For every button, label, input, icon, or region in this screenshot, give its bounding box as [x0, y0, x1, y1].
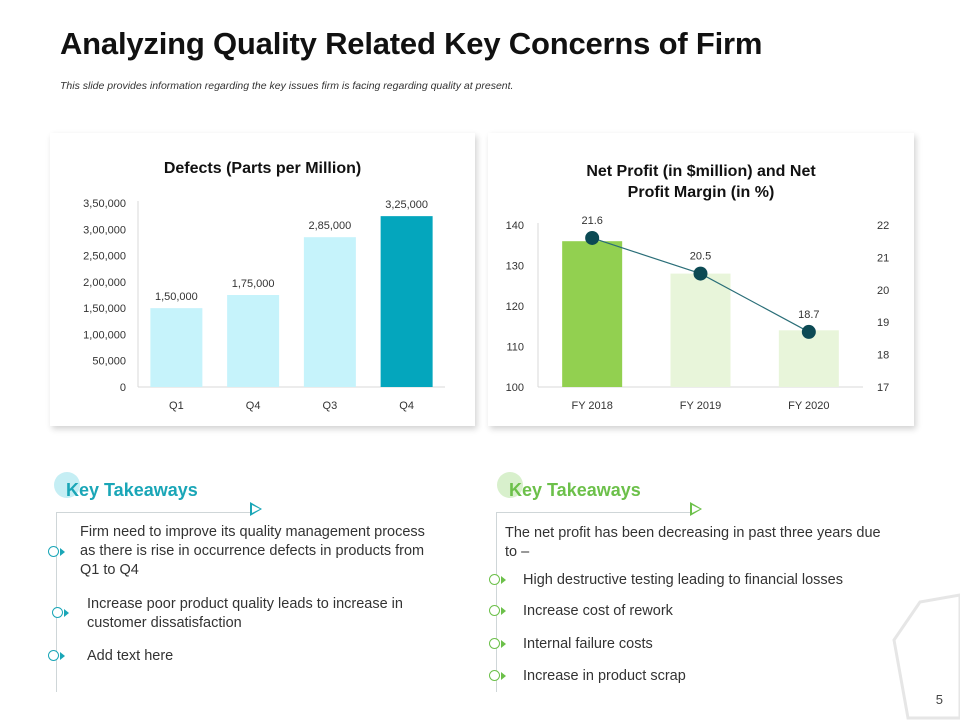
x-tick-label: FY 2020 — [788, 400, 829, 412]
takeaway-right-item: High destructive testing leading to fina… — [523, 572, 843, 588]
takeaway-left-item: Firm need to improve its quality managem… — [80, 524, 425, 578]
y-tick-label: 2,50,000 — [83, 251, 126, 263]
bullet-icon — [489, 638, 506, 649]
page-subtitle: This slide provides information regardin… — [60, 80, 514, 92]
page-number: 5 — [935, 692, 943, 707]
bar — [303, 237, 356, 387]
takeaways-left-rule — [56, 512, 252, 513]
y-tick-label: 3,00,000 — [83, 224, 126, 236]
y-right-tick-label: 20 — [877, 285, 889, 297]
takeaways-left-rail — [56, 512, 57, 692]
bar — [150, 308, 203, 387]
y-left-tick-label: 100 — [506, 382, 524, 394]
y-tick-label: 1,00,000 — [83, 329, 126, 341]
bullet-icon — [48, 650, 65, 661]
y-tick-label: 1,50,000 — [83, 303, 126, 315]
bar-value-label: 2,85,000 — [308, 220, 351, 232]
net-profit-chart-title: Net Profit (in $million) and Net Profit … — [488, 161, 914, 203]
defects-chart-title: Defects (Parts per Million) — [163, 160, 362, 177]
y-left-tick-label: 140 — [506, 220, 524, 232]
y-tick-label: 50,000 — [92, 356, 126, 368]
takeaways-right-rail — [496, 512, 497, 692]
x-tick-label: FY 2019 — [680, 400, 721, 412]
y-right-tick-label: 21 — [877, 252, 889, 264]
defects-chart: 0 50,000 1,00,000 1,50,000 2,00,000 2,50,000 3… — [83, 198, 445, 412]
margin-point — [693, 266, 708, 281]
y-right-tick-label: 22 — [877, 220, 889, 232]
x-tick-label: Q4 — [246, 400, 261, 412]
takeaway-left-item: Add text here — [87, 648, 174, 664]
y-left-tick-label: 120 — [506, 301, 524, 313]
y-right-tick-label: 17 — [877, 382, 889, 394]
bar — [670, 273, 731, 387]
takeaways-left-arrow-inner — [252, 505, 260, 513]
y-tick-label: 0 — [120, 382, 126, 394]
margin-point — [585, 230, 600, 245]
margin-value-label: 20.5 — [690, 251, 711, 263]
takeaways-right-rule — [496, 512, 692, 513]
takeaway-right-item: Increase in product scrap — [523, 668, 686, 684]
bullet-icon — [52, 607, 69, 618]
x-tick-label: Q3 — [323, 400, 338, 412]
y-right-tick-label: 19 — [877, 317, 889, 329]
bar — [227, 295, 280, 387]
net-profit-title-line1: Net Profit (in $million) and Net — [586, 163, 816, 180]
x-tick-label: Q1 — [169, 400, 184, 412]
bar — [380, 216, 433, 387]
y-tick-label: 2,00,000 — [83, 277, 126, 289]
y-left-tick-label: 110 — [506, 342, 524, 354]
takeaways-right-arrow-inner — [692, 505, 700, 513]
net-profit-chart-card: Net Profit (in $million) and Net Profit … — [488, 133, 914, 426]
bar-value-label: 1,75,000 — [232, 278, 275, 290]
y-right-tick-label: 18 — [877, 350, 889, 362]
takeaway-left-dot — [54, 472, 80, 498]
bar-value-label: 1,50,000 — [155, 291, 198, 303]
margin-value-label: 21.6 — [581, 215, 602, 227]
bullet-icon — [48, 546, 65, 557]
net-profit-chart: 100 110 120 130 140 17 18 19 20 21 22 FY 2018 FY 201… — [506, 215, 890, 412]
margin-value-label: 18.7 — [798, 309, 819, 321]
defects-chart-card: Defects (Parts per Million) 0 50,000 1,00,… — [50, 133, 475, 426]
bar — [562, 241, 623, 387]
x-tick-label: Q4 — [399, 400, 414, 412]
bullet-icon — [489, 605, 506, 616]
page-title: Analyzing Quality Related Key Concerns o… — [60, 26, 763, 61]
bar-value-label: 3,25,000 — [385, 199, 428, 211]
y-left-tick-label: 130 — [506, 261, 524, 273]
decorative-hexagon-shape — [892, 593, 960, 720]
takeaway-left-item: Increase poor product quality leads to i… — [87, 596, 403, 631]
takeaways-left-heading: Key Takeaways — [66, 480, 198, 500]
bullet-icon — [489, 670, 506, 681]
takeaways-right-heading: Key Takeaways — [509, 480, 641, 500]
bullet-icon — [489, 574, 506, 585]
net-profit-title-line2: Profit Margin (in %) — [627, 184, 775, 201]
takeaway-right-item: Internal failure costs — [523, 636, 653, 652]
margin-point — [801, 324, 816, 339]
x-tick-label: FY 2018 — [571, 400, 612, 412]
y-tick-label: 3,50,000 — [83, 198, 126, 210]
takeaways-right-intro: The net profit has been decreasing in pa… — [505, 525, 881, 560]
takeaway-right-item: Increase cost of rework — [523, 603, 673, 619]
takeaway-right-dot — [497, 472, 523, 498]
bar — [778, 330, 839, 387]
